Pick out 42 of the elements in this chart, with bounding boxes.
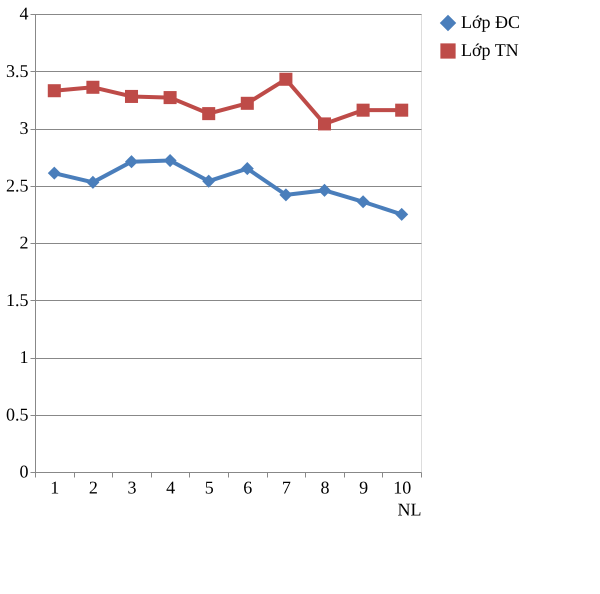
point [202,174,216,188]
y-tick-label: 1 [20,347,28,367]
x-tick-label: 4 [166,478,176,498]
x-tick-label: 2 [88,478,98,498]
point [48,166,61,180]
point [124,155,138,168]
x-tick-label: 9 [359,478,368,498]
y-tick-label: 2 [20,232,28,252]
point [86,176,100,189]
x-tick-label: 5 [204,478,214,498]
y-tick-label: 4 [20,4,28,24]
y-tick-label: 2.5 [6,175,28,196]
x-tick-label: 10 [393,478,412,498]
point [202,107,216,120]
point [240,96,254,110]
legend-label: Lớp ĐC [461,12,520,32]
point [356,104,370,117]
x-tick-label: 8 [320,478,330,498]
point [318,184,332,197]
point [356,195,370,208]
point [395,104,408,117]
y-tick-label: 0 [20,462,28,482]
point [164,91,177,104]
point [124,90,138,103]
x-tick-label: 3 [128,478,136,498]
point [240,162,254,176]
x-tick-label: 7 [282,478,291,498]
point [318,117,332,130]
point [164,154,177,168]
legend-label: Lớp TN [461,40,519,60]
y-tick-label: 0.5 [6,404,28,424]
point [86,80,100,94]
y-tick-label: 1.5 [6,290,28,310]
point [48,84,61,98]
y-tick-label: 3 [20,118,28,138]
point [279,72,292,86]
point [279,188,292,202]
x-tick-label: 6 [243,478,252,498]
y-tick-label: 3.5 [6,60,28,81]
point [395,208,408,221]
x-tick-label: 1 [50,478,60,498]
x-axis-title: NL [398,500,422,520]
